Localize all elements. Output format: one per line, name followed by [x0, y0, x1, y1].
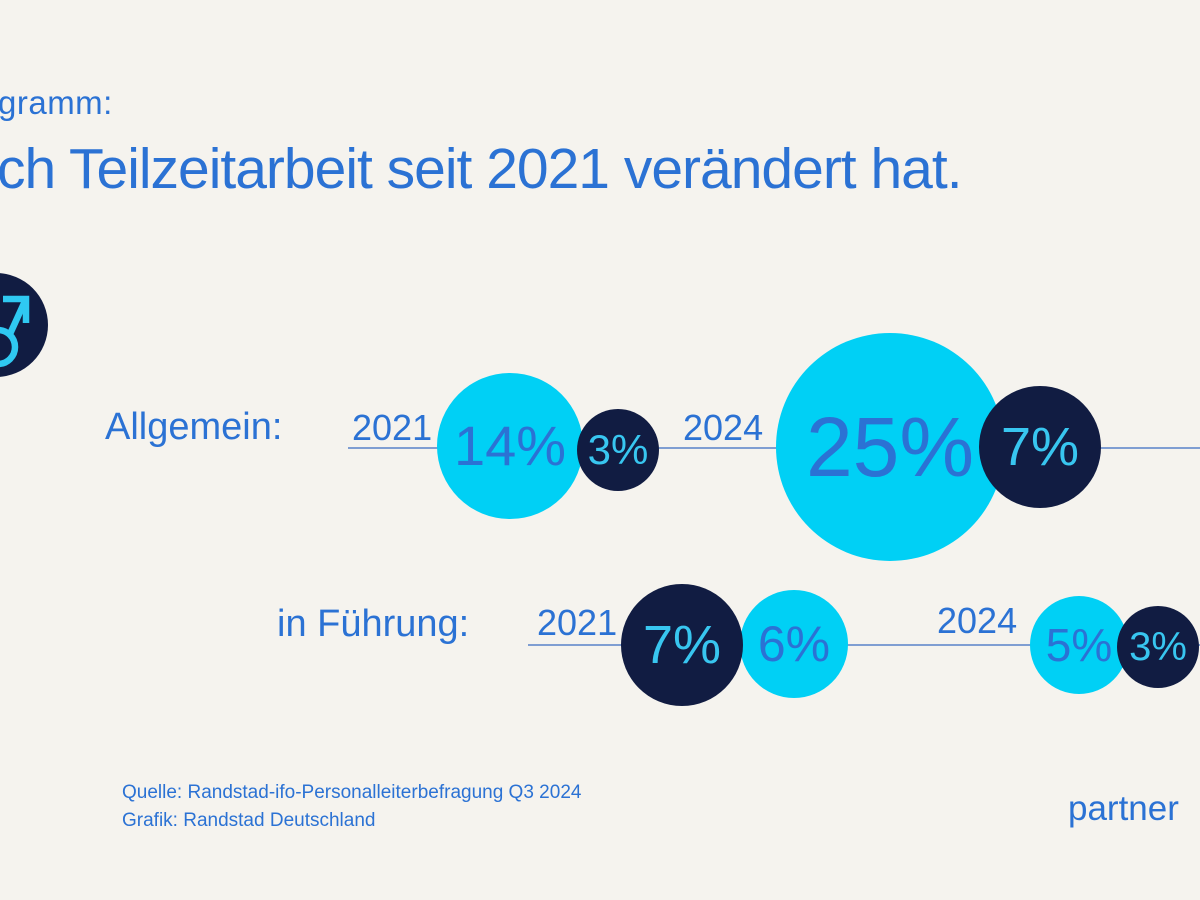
- bubble-fuehrung-2024-cyan: 5%: [1030, 596, 1128, 694]
- title-kicker: gramm:: [0, 84, 113, 121]
- timeline-row-allgemein: [348, 447, 1200, 449]
- bubble-fuehrung-2021-navy: 7%: [621, 584, 743, 706]
- source-line: Quelle: Randstad-ifo-Personalleiterbefra…: [122, 782, 582, 803]
- page-title: ch Teilzeitarbeit seit 2021 verändert ha…: [0, 137, 963, 201]
- bubble-allgemein-2021-cyan: 14%: [437, 373, 583, 519]
- brand-tagline: partner: [1068, 789, 1179, 828]
- year-label-allgemein-2021: 2021: [352, 407, 433, 448]
- timeline-row-fuehrung: [528, 644, 1200, 646]
- source-credit: Quelle: Randstad-ifo-Personalleiterbefra…: [122, 779, 581, 835]
- year-label-fuehrung-2021: 2021: [537, 602, 618, 643]
- male-gender-badge: [0, 273, 48, 377]
- year-label-fuehrung-2024: 2024: [937, 600, 1018, 641]
- row-label-allgemein: Allgemein:: [105, 406, 283, 448]
- bubble-fuehrung-2021-cyan: 6%: [740, 590, 848, 698]
- graphic-credit-line: Grafik: Randstad Deutschland: [122, 810, 376, 831]
- bubble-allgemein-2024-navy: 7%: [979, 386, 1101, 508]
- bubble-allgemein-2021-navy: 3%: [577, 409, 659, 491]
- year-label-allgemein-2024: 2024: [683, 407, 764, 448]
- row-label-fuehrung: in Führung:: [277, 603, 470, 645]
- bubble-fuehrung-2024-navy: 3%: [1117, 606, 1199, 688]
- male-icon: [0, 273, 48, 377]
- bubble-allgemein-2024-cyan: 25%: [776, 333, 1004, 561]
